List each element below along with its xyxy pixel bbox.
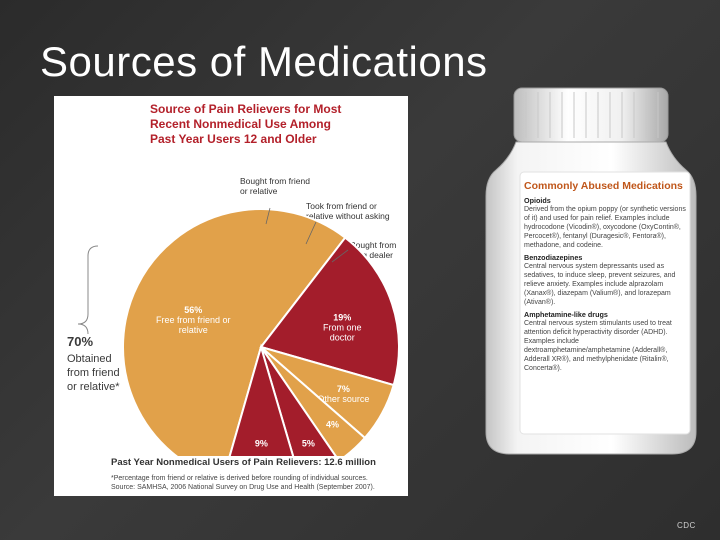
callout-leader-line-1 — [305, 221, 317, 245]
pie-slice-5 — [228, 343, 295, 456]
callout-took-friend-line-1: Took from friend or — [306, 201, 377, 211]
callout-bought-friend-line-2: or relative — [240, 186, 278, 196]
pie-slice-label-1: 19% From one doctor — [323, 312, 362, 342]
source-credit: CDC — [677, 521, 696, 530]
callout-bought-friend-line-1: Bought from friend — [240, 176, 310, 186]
pie-slice-label-3: 4% — [326, 419, 339, 429]
bottle-label-title: Commonly Abused Medications — [524, 180, 683, 192]
bottle-label: Commonly Abused Medications Opioids Deri… — [524, 180, 686, 375]
benzodiazepines-heading: Benzodiazepines — [524, 253, 583, 262]
friend-relative-total-percent: 70% — [67, 334, 94, 349]
amphetamine-description: Central nervous system stimulants used t… — [524, 320, 672, 372]
chart-title-line-2: Recent Nonmedical Use Among — [150, 117, 331, 131]
pie-chart: 56% Free from friend or relative 19% From on… — [77, 207, 400, 456]
pie-slice-label-5: 9% — [255, 438, 268, 448]
benzodiazepines-description: Central nervous system depressants used … — [524, 263, 676, 306]
chart-note-line-2: Source: SAMHSA, 2006 National Survey on … — [111, 484, 375, 491]
pill-bottle-image — [485, 87, 697, 455]
chart-title-line-3: Past Year Users 12 and Older — [150, 132, 317, 146]
opioids-heading: Opioids — [524, 196, 551, 205]
pie-slice-label-0: 56% Free from friend or relative — [156, 305, 231, 335]
amphetamine-heading: Amphetamine-like drugs — [524, 310, 608, 319]
chart-source-note: *Percentage from friend or relative is d… — [111, 474, 401, 492]
pie-slice-0 — [122, 208, 347, 456]
callout-drug-dealer: Bought from drug dealer — [350, 240, 396, 260]
callout-leader-line-2 — [331, 249, 349, 263]
pie-figure-panel: Source of Pain Relievers for Most Recent… — [54, 96, 408, 496]
callout-drug-dealer-line-1: Bought from — [350, 240, 397, 250]
opioids-description: Derived from the opium poppy (or synthet… — [524, 206, 686, 249]
pie-slice-1 — [259, 236, 400, 387]
chart-footer: Past Year Nonmedical Users of Pain Relie… — [111, 457, 376, 468]
slide-title: Sources of Medications — [40, 38, 488, 85]
pie-slice-label-2: 7% Other source — [317, 384, 369, 404]
callout-took-friend: Took from friend or relative without ask… — [306, 201, 390, 221]
callout-took-friend-line-2: relative without asking — [306, 211, 390, 221]
callout-drug-dealer-line-2: drug dealer — [350, 250, 394, 260]
total-bracket — [77, 245, 99, 335]
pie-slice-3 — [260, 346, 367, 456]
friend-relative-total-label: Obtained from friend or relative* — [67, 353, 120, 393]
chart-title-line-1: Source of Pain Relievers for Most — [150, 102, 342, 116]
callout-leader-line-0 — [265, 207, 271, 225]
pie-slice-4 — [260, 346, 337, 456]
chart-title: Source of Pain Relievers for Most Recent… — [150, 102, 400, 147]
chart-note-line-1: *Percentage from friend or relative is d… — [111, 475, 368, 482]
callout-bought-friend: Bought from friend or relative — [240, 176, 310, 196]
pie-slice-label-4: 5% — [302, 439, 315, 449]
